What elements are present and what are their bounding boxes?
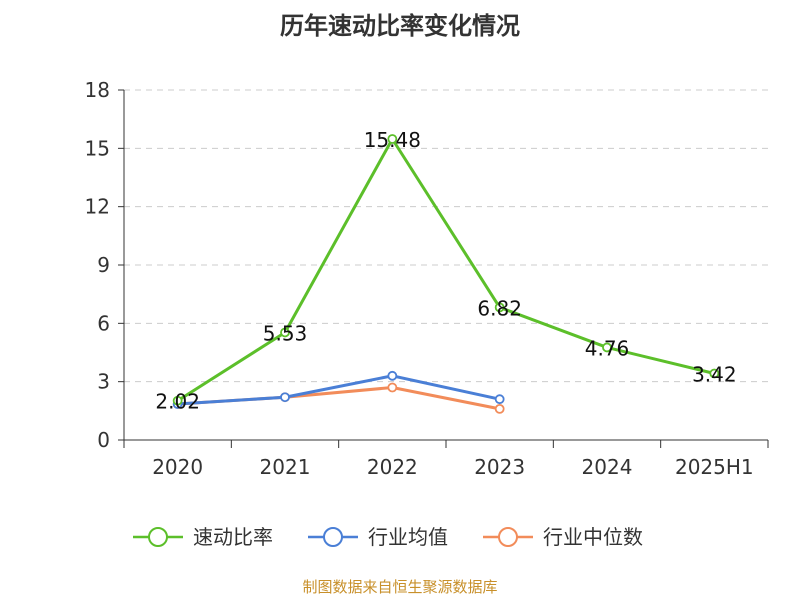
data-label: 3.42 bbox=[692, 363, 737, 387]
data-label: 4.76 bbox=[585, 336, 630, 360]
data-point bbox=[709, 368, 720, 379]
y-tick-label: 3 bbox=[97, 370, 110, 394]
data-labels: 2.02 5.53 15.48 6.82 4.76 3.42 bbox=[155, 128, 736, 414]
series-lines bbox=[172, 134, 720, 414]
data-point bbox=[494, 394, 505, 405]
series-line bbox=[176, 137, 715, 402]
data-point bbox=[494, 403, 505, 414]
data-label: 5.53 bbox=[263, 321, 308, 345]
legend-label: 行业均值 bbox=[368, 525, 448, 549]
data-point bbox=[280, 327, 290, 338]
chart-title: 历年速动比率变化情况 bbox=[280, 12, 520, 40]
x-tick-label: 2024 bbox=[582, 455, 633, 479]
data-point bbox=[172, 395, 183, 406]
data-label: 2.02 bbox=[155, 390, 200, 414]
data-label: 6.82 bbox=[477, 296, 522, 320]
x-tick-label: 2025H1 bbox=[675, 455, 754, 479]
data-point bbox=[387, 370, 398, 381]
data-point bbox=[602, 342, 612, 353]
source-note: 制图数据来自恒生聚源数据库 bbox=[302, 578, 498, 596]
y-tick-label: 9 bbox=[97, 253, 110, 277]
x-tick-label: 2022 bbox=[367, 455, 418, 479]
data-point bbox=[387, 382, 398, 393]
legend-label: 速动比率 bbox=[193, 525, 273, 549]
legend-swatch-marker bbox=[148, 527, 168, 547]
legend[interactable]: 速动比率 行业均值 行业中位数 bbox=[133, 525, 643, 549]
y-tick-label: 6 bbox=[97, 311, 110, 335]
y-tick-label: 18 bbox=[85, 78, 110, 102]
series-line bbox=[177, 386, 500, 411]
series-line bbox=[177, 374, 500, 406]
x-tick-label: 2023 bbox=[474, 455, 525, 479]
axes: 0 3 6 9 12 15 18 2020 2021 2022 2023 2024 2025H1 bbox=[85, 78, 769, 479]
data-point bbox=[494, 302, 505, 313]
legend-item[interactable]: 速动比率 bbox=[133, 525, 273, 549]
y-tick-label: 15 bbox=[85, 136, 110, 160]
grid-lines bbox=[124, 89, 768, 383]
legend-item[interactable]: 行业均值 bbox=[308, 525, 448, 549]
y-tick-label: 0 bbox=[97, 428, 110, 452]
data-point bbox=[387, 134, 398, 144]
data-label: 15.48 bbox=[364, 128, 421, 152]
y-tick-label: 12 bbox=[85, 195, 110, 219]
x-tick-label: 2020 bbox=[152, 455, 203, 479]
data-point bbox=[280, 392, 290, 403]
legend-swatch-marker bbox=[323, 527, 343, 547]
legend-label: 行业中位数 bbox=[543, 525, 643, 549]
legend-swatch-marker bbox=[498, 527, 518, 547]
legend-item[interactable]: 行业中位数 bbox=[483, 525, 643, 549]
x-tick-label: 2021 bbox=[260, 455, 311, 479]
